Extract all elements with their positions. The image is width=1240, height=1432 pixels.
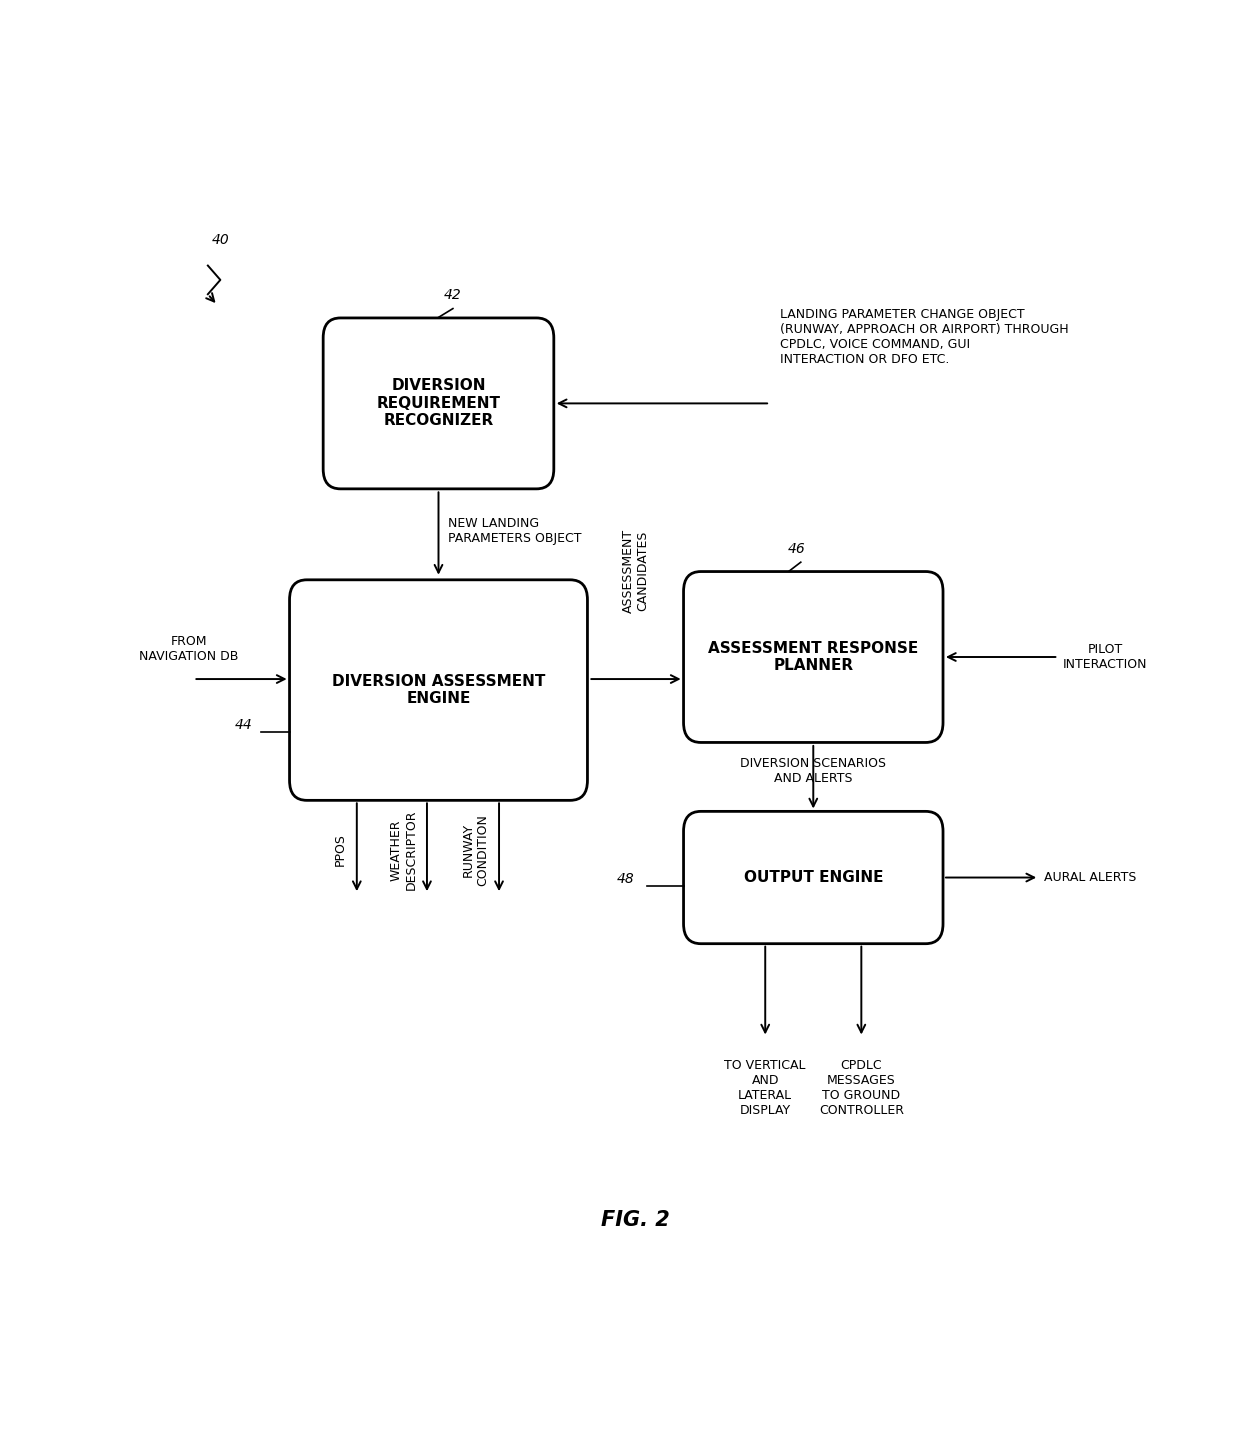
Text: CPDLC
MESSAGES
TO GROUND
CONTROLLER: CPDLC MESSAGES TO GROUND CONTROLLER (818, 1060, 904, 1117)
Text: 40: 40 (212, 233, 229, 246)
Text: RUNWAY
CONDITION: RUNWAY CONDITION (461, 813, 490, 886)
Text: PILOT
INTERACTION: PILOT INTERACTION (1063, 643, 1148, 672)
FancyBboxPatch shape (683, 812, 944, 944)
Text: LANDING PARAMETER CHANGE OBJECT
(RUNWAY, APPROACH OR AIRPORT) THROUGH
CPDLC, VOI: LANDING PARAMETER CHANGE OBJECT (RUNWAY,… (780, 308, 1069, 367)
Text: DIVERSION
REQUIREMENT
RECOGNIZER: DIVERSION REQUIREMENT RECOGNIZER (377, 378, 501, 428)
Text: TO VERTICAL
AND
LATERAL
DISPLAY: TO VERTICAL AND LATERAL DISPLAY (724, 1060, 806, 1117)
Text: FROM
NAVIGATION DB: FROM NAVIGATION DB (139, 634, 238, 663)
Text: PPOS: PPOS (335, 833, 347, 866)
FancyBboxPatch shape (324, 318, 554, 488)
Text: NEW LANDING
PARAMETERS OBJECT: NEW LANDING PARAMETERS OBJECT (448, 517, 582, 546)
FancyBboxPatch shape (683, 571, 944, 742)
FancyBboxPatch shape (289, 580, 588, 800)
Text: AURAL ALERTS: AURAL ALERTS (1044, 871, 1136, 884)
Text: 46: 46 (789, 541, 806, 556)
Text: ASSESSMENT RESPONSE
PLANNER: ASSESSMENT RESPONSE PLANNER (708, 640, 919, 673)
Text: 44: 44 (234, 717, 252, 732)
Text: FIG. 2: FIG. 2 (601, 1210, 670, 1230)
Text: DIVERSION ASSESSMENT
ENGINE: DIVERSION ASSESSMENT ENGINE (332, 674, 546, 706)
Text: WEATHER
DESCRIPTOR: WEATHER DESCRIPTOR (389, 809, 418, 891)
Text: ASSESSMENT
CANDIDATES: ASSESSMENT CANDIDATES (621, 528, 650, 613)
Text: 48: 48 (618, 872, 635, 886)
Text: DIVERSION SCENARIOS
AND ALERTS: DIVERSION SCENARIOS AND ALERTS (740, 756, 887, 785)
Text: OUTPUT ENGINE: OUTPUT ENGINE (744, 871, 883, 885)
Text: 42: 42 (444, 288, 461, 302)
